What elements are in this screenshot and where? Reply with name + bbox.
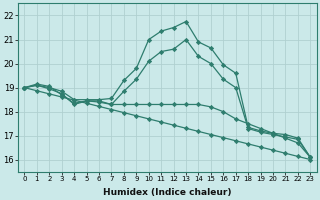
X-axis label: Humidex (Indice chaleur): Humidex (Indice chaleur)	[103, 188, 232, 197]
